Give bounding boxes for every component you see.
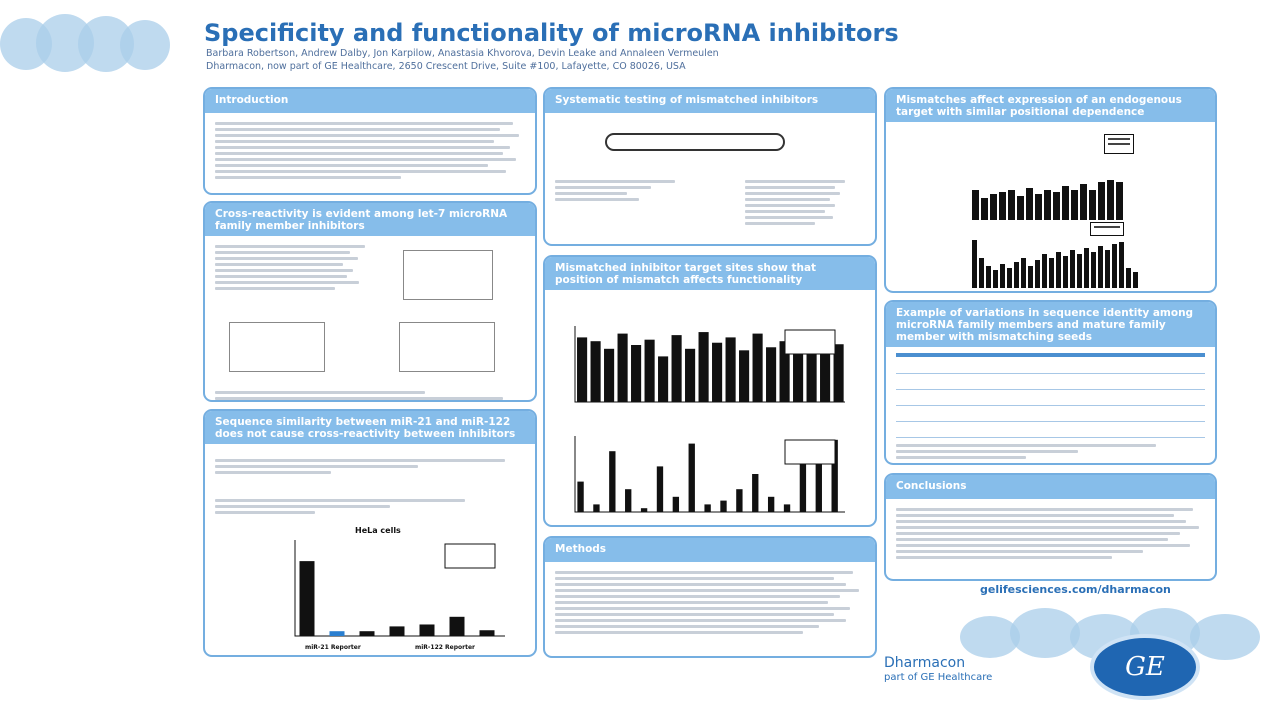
- chart-bar: [329, 631, 345, 636]
- examples-table: [896, 353, 1205, 438]
- endogenous-chart-1: [972, 164, 1125, 220]
- chart-bar: [766, 347, 777, 402]
- chart-bar: [688, 443, 695, 512]
- chart-bar: [449, 616, 465, 636]
- chart-bar: [767, 496, 775, 512]
- chart-bar: [658, 356, 669, 402]
- chart-bar: [640, 508, 648, 512]
- chart-bar: [779, 341, 790, 402]
- hela-x-label-mir21: miR-21 Reporter: [305, 644, 361, 651]
- chart-bar: [631, 345, 642, 402]
- sequence-similarity-panel: Sequence similarity between miR-21 and m…: [203, 409, 537, 657]
- cross-reactivity-title: Cross-reactivity is evident among let-7 …: [205, 203, 535, 236]
- poster-authors: Barbara Robertson, Andrew Dalby, Jon Kar…: [206, 48, 719, 59]
- methods-panel: Methods: [543, 536, 877, 658]
- chart-bar: [299, 561, 315, 636]
- chart-bar: [806, 338, 817, 402]
- chart-bar: [609, 451, 616, 512]
- examples-title: Example of variations in sequence identi…: [886, 302, 1215, 347]
- chart-bar: [389, 626, 405, 636]
- chart-bar: [590, 341, 601, 402]
- methods-title: Methods: [545, 538, 875, 562]
- chart-bar: [698, 332, 709, 402]
- examples-panel: Example of variations in sequence identi…: [884, 300, 1217, 465]
- systematic-panel: Systematic testing of mismatched inhibit…: [543, 87, 877, 246]
- chart-bar: [577, 481, 584, 512]
- chart-axis: [294, 540, 505, 637]
- chart-bar: [419, 624, 435, 636]
- chart-bar: [712, 342, 723, 402]
- brand-subtitle: part of GE Healthcare: [884, 672, 993, 683]
- brand-name: Dharmacon: [884, 655, 966, 671]
- inhibitor-schematic: [605, 133, 785, 151]
- chart-bar: [736, 489, 743, 512]
- chart-bar: [359, 631, 375, 636]
- chart-bar: [671, 335, 682, 402]
- endogenous-title: Mismatches affect expression of an endog…: [886, 89, 1215, 122]
- chart-bar: [831, 439, 838, 512]
- mismatched-chart: [574, 326, 845, 403]
- chart-bar: [604, 348, 615, 402]
- poster-affiliation: Dharmacon, now part of GE Healthcare, 26…: [206, 61, 686, 72]
- introduction-title: Introduction: [205, 89, 535, 113]
- chart-bar: [617, 333, 628, 402]
- chart-bar: [479, 630, 495, 636]
- chart-bar: [820, 348, 831, 402]
- chart-bar: [725, 337, 736, 402]
- introduction-text: [205, 113, 535, 188]
- decorative-bubbles: [0, 10, 190, 80]
- hela-chart: [294, 540, 505, 637]
- chart-bar: [720, 500, 727, 512]
- systematic-title: Systematic testing of mismatched inhibit…: [545, 89, 875, 113]
- poster-title: Specificity and functionality of microRN…: [204, 19, 899, 47]
- endogenous-chart-2: [972, 232, 1140, 288]
- ge-logo: GE: [1090, 634, 1200, 700]
- chart-bar: [672, 496, 680, 512]
- website-link[interactable]: gelifesciences.com/dharmacon: [980, 583, 1171, 596]
- chart-bar: [752, 474, 759, 512]
- chart-bar: [793, 352, 804, 402]
- cross-reactivity-panel: Cross-reactivity is evident among let-7 …: [203, 201, 537, 402]
- chart-bar: [799, 458, 807, 512]
- chart-legend: [784, 329, 836, 355]
- mismatched-chart-2: [574, 436, 845, 513]
- chart-bar: [739, 350, 750, 402]
- chart-bar: [783, 504, 791, 512]
- endogenous-panel: Mismatches affect expression of an endog…: [884, 87, 1217, 293]
- chart-bar: [656, 466, 664, 512]
- cross-reactivity-plot-3: [399, 322, 495, 372]
- chart-legend: [444, 543, 496, 569]
- chart-bar: [833, 344, 844, 402]
- chart-legend: [784, 439, 836, 465]
- cross-reactivity-plot-1: [403, 250, 493, 300]
- mismatched-title: Mismatched inhibitor target sites show t…: [545, 257, 875, 290]
- chart-bar: [644, 339, 655, 402]
- chart-bar: [815, 451, 822, 512]
- chart-bar: [685, 348, 696, 402]
- sequence-similarity-title: Sequence similarity between miR-21 and m…: [205, 411, 535, 444]
- chart-bar: [625, 489, 632, 512]
- chart-bar: [704, 504, 711, 512]
- cross-reactivity-plot-2: [229, 322, 325, 372]
- chart-bar: [593, 504, 600, 512]
- chart-bar: [752, 333, 763, 402]
- hela-chart-title: HeLa cells: [355, 526, 401, 535]
- introduction-panel: Introduction: [203, 87, 537, 195]
- hela-x-label-mir122: miR-122 Reporter: [415, 644, 475, 651]
- mismatched-panel: Mismatched inhibitor target sites show t…: [543, 255, 877, 527]
- conclusions-title: Conclusions: [886, 475, 1215, 499]
- conclusions-panel: Conclusions: [884, 473, 1217, 581]
- chart-bar: [577, 337, 588, 402]
